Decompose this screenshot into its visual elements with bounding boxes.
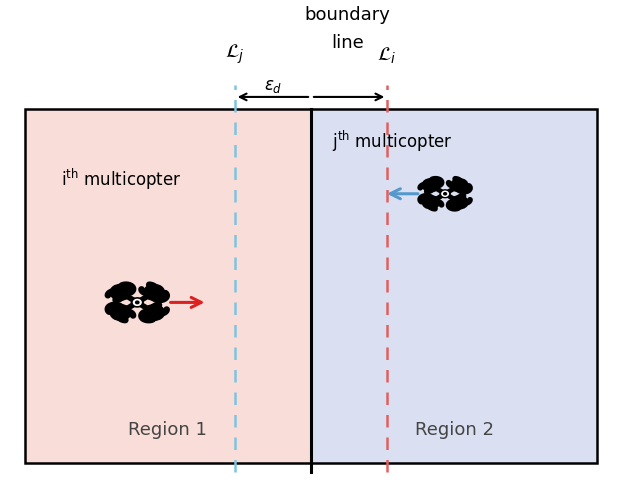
Circle shape xyxy=(109,284,132,301)
Text: i$^{\mathsf{th}}$ multicopter: i$^{\mathsf{th}}$ multicopter xyxy=(61,167,182,192)
Circle shape xyxy=(109,304,132,321)
Text: Region 2: Region 2 xyxy=(415,421,494,440)
Circle shape xyxy=(422,195,440,210)
Text: boundary: boundary xyxy=(305,6,391,24)
Circle shape xyxy=(440,190,450,198)
Circle shape xyxy=(143,304,165,321)
Text: line: line xyxy=(331,34,364,52)
Circle shape xyxy=(450,178,469,192)
Circle shape xyxy=(133,299,141,306)
Circle shape xyxy=(443,193,447,195)
Text: Region 1: Region 1 xyxy=(128,421,207,440)
Circle shape xyxy=(136,301,139,304)
Text: $\mathcal{L}_i$: $\mathcal{L}_i$ xyxy=(378,46,397,66)
Circle shape xyxy=(450,195,469,210)
Text: j$^{\mathsf{th}}$ multicopter: j$^{\mathsf{th}}$ multicopter xyxy=(332,129,453,154)
Bar xyxy=(24,109,311,463)
Text: $\epsilon_d$: $\epsilon_d$ xyxy=(264,77,282,94)
Bar xyxy=(311,109,598,463)
Text: $\mathcal{L}_j$: $\mathcal{L}_j$ xyxy=(225,43,244,66)
Circle shape xyxy=(131,298,143,307)
Circle shape xyxy=(422,178,440,192)
Circle shape xyxy=(442,191,448,196)
Circle shape xyxy=(143,284,165,301)
